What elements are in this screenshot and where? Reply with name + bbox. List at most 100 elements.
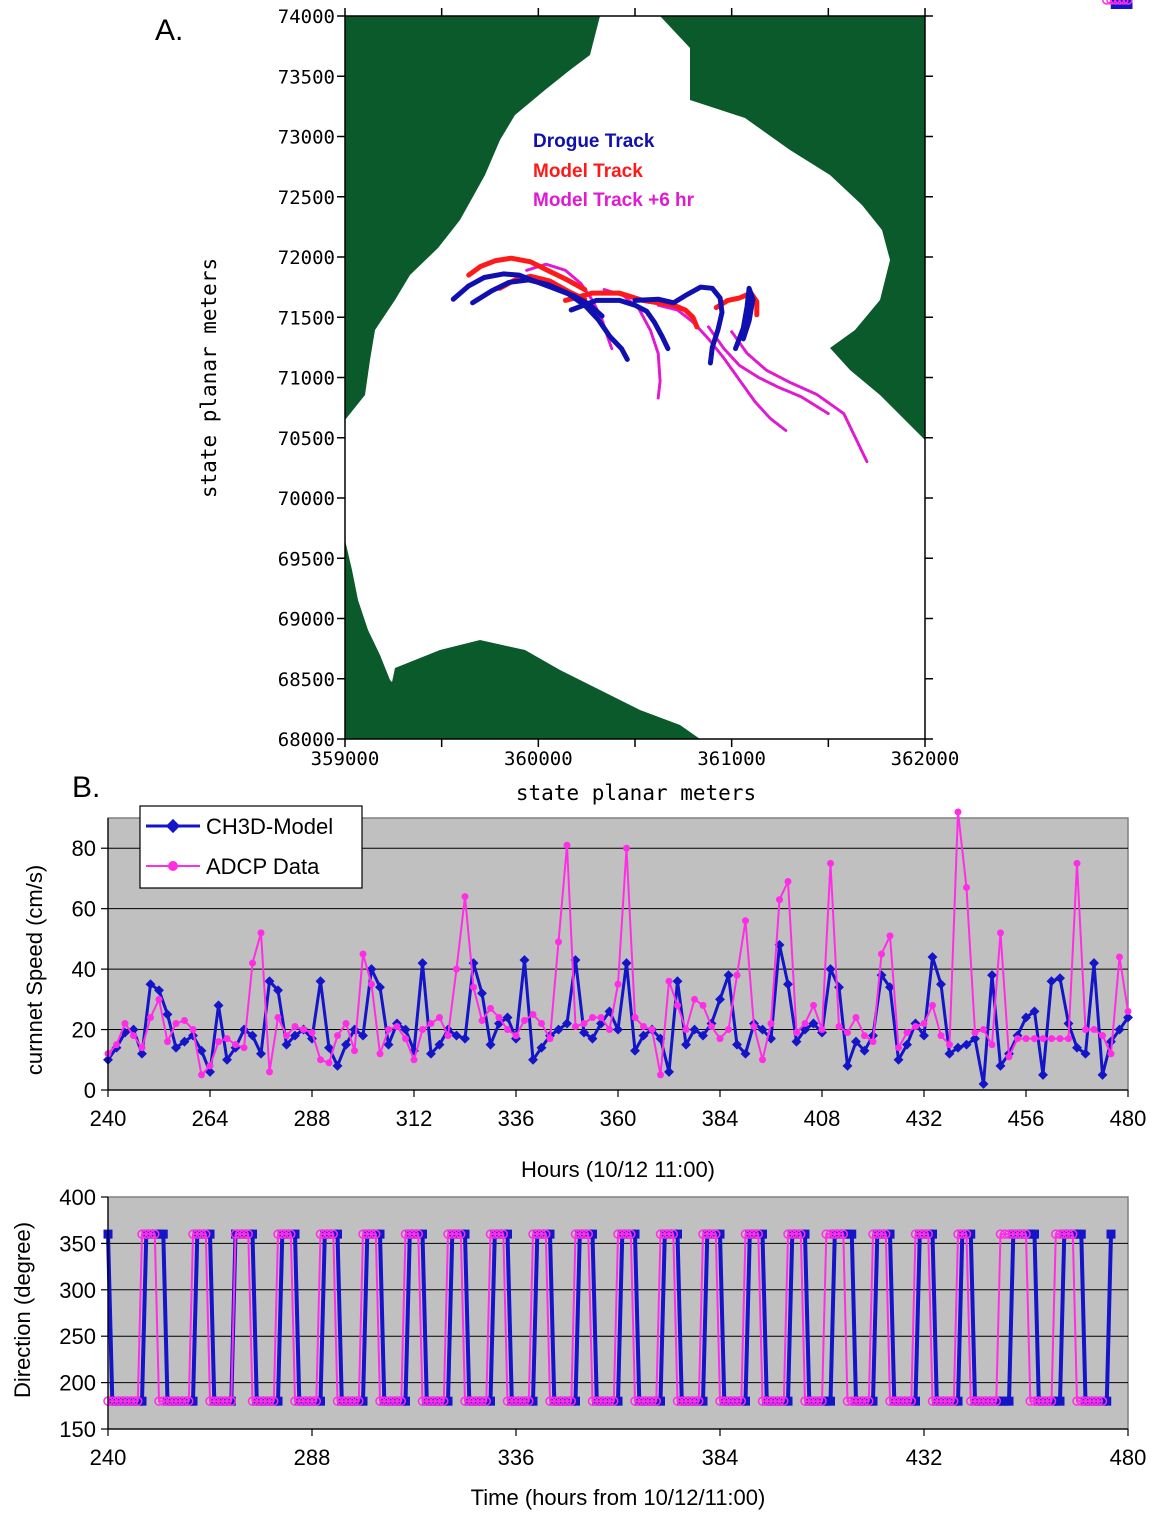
data-point xyxy=(835,1023,843,1031)
data-point xyxy=(876,1229,887,1239)
data-point xyxy=(563,841,571,849)
data-point xyxy=(742,917,749,925)
data-point xyxy=(665,977,673,985)
data-point xyxy=(396,1396,406,1406)
data-point xyxy=(1056,1035,1064,1043)
map-y-tick-label: 74000 xyxy=(278,6,335,28)
data-point xyxy=(1017,1229,1027,1239)
data-point xyxy=(881,1229,891,1239)
data-point xyxy=(133,1396,143,1406)
data-point xyxy=(419,1026,426,1034)
data-point xyxy=(410,1056,418,1064)
data-point xyxy=(434,1039,445,1050)
data-point xyxy=(281,1039,292,1050)
x-tick-label: 288 xyxy=(294,1445,331,1470)
x-tick-label: 360 xyxy=(600,1106,637,1131)
data-point xyxy=(698,1030,708,1041)
data-point xyxy=(222,1396,232,1406)
data-point xyxy=(813,1396,823,1406)
data-point xyxy=(657,1071,664,1079)
data-point xyxy=(732,1396,742,1406)
data-point xyxy=(640,1023,647,1031)
x-tick-label: 264 xyxy=(192,1106,229,1131)
data-point xyxy=(749,1229,759,1239)
x-tick-label: 240 xyxy=(90,1106,127,1131)
data-point xyxy=(715,994,725,1005)
data-point xyxy=(886,932,894,940)
data-point xyxy=(920,1020,928,1028)
data-point xyxy=(281,1229,292,1239)
data-point xyxy=(1110,0,1120,5)
data-point xyxy=(1014,1035,1021,1043)
data-point xyxy=(351,1047,358,1055)
data-point xyxy=(740,1048,751,1059)
data-point xyxy=(587,1033,598,1044)
data-point xyxy=(150,1229,160,1239)
data-point xyxy=(325,1059,333,1067)
data-point xyxy=(286,1229,296,1239)
data-point xyxy=(1039,1035,1047,1043)
data-point xyxy=(1124,1007,1132,1015)
data-point xyxy=(895,1044,902,1052)
data-point xyxy=(460,1033,470,1044)
data-point xyxy=(181,1016,188,1024)
data-point xyxy=(477,988,487,999)
data-point xyxy=(536,1229,547,1239)
data-point xyxy=(1107,1050,1115,1058)
data-point xyxy=(1068,1229,1078,1239)
legend-adcp-label: ADCP Data xyxy=(206,854,320,879)
data-point xyxy=(912,1023,919,1031)
data-point xyxy=(366,1229,377,1239)
map-y-tick-label: 70000 xyxy=(278,488,335,510)
x-tick-label: 336 xyxy=(498,1445,535,1470)
track-drogue-track xyxy=(568,297,671,352)
data-point xyxy=(929,1001,936,1009)
data-point xyxy=(1022,1035,1030,1043)
y-tick-label: 150 xyxy=(59,1417,96,1442)
data-point xyxy=(1119,0,1129,5)
data-point xyxy=(266,1068,273,1076)
speed-x-axis-label: Hours (10/12 11:00) xyxy=(521,1157,715,1182)
speed-chart: 0 20 40 60 80 240 264 288 312 336 360 384 408 432 456 4… xyxy=(22,805,1147,1182)
data-point xyxy=(793,1029,800,1037)
data-point xyxy=(1123,0,1133,5)
data-point xyxy=(546,1035,554,1043)
data-point xyxy=(453,965,460,973)
data-point xyxy=(1055,1396,1065,1406)
x-tick-label: 480 xyxy=(1110,1106,1147,1131)
data-point xyxy=(1046,976,1057,987)
data-point xyxy=(944,1048,955,1059)
data-point xyxy=(495,1013,503,1021)
data-point xyxy=(826,1396,835,1406)
data-point xyxy=(427,1020,435,1028)
data-point xyxy=(1046,1396,1057,1406)
map-tracks-layer xyxy=(450,255,869,464)
data-point xyxy=(521,1016,528,1024)
data-point xyxy=(413,1229,423,1239)
map-x-tick-label: 359000 xyxy=(311,748,380,770)
data-point xyxy=(402,1035,409,1043)
map-plot-area xyxy=(344,15,926,740)
data-point xyxy=(579,1027,589,1038)
legend-model-track: Model Track xyxy=(533,161,643,182)
track-model-track xyxy=(466,255,588,292)
data-point xyxy=(725,1026,732,1034)
data-point xyxy=(1048,1035,1055,1043)
map-x-tick-label: 361000 xyxy=(697,748,766,770)
data-point xyxy=(631,1013,639,1021)
data-point xyxy=(393,1023,401,1031)
data-point xyxy=(249,959,256,967)
data-point xyxy=(273,985,283,996)
track-model-track xyxy=(713,290,760,318)
data-point xyxy=(957,1229,967,1239)
water-area xyxy=(345,16,925,739)
map-y-tick-label: 69000 xyxy=(278,609,335,631)
speed-axes: 0 20 40 60 80 240 264 288 312 336 360 384 408 432 456 4… xyxy=(72,818,1147,1131)
data-point xyxy=(184,1396,194,1406)
data-point xyxy=(383,1039,394,1050)
data-point xyxy=(842,1060,853,1071)
x-tick-label: 456 xyxy=(1008,1106,1045,1131)
data-point xyxy=(334,1032,341,1040)
